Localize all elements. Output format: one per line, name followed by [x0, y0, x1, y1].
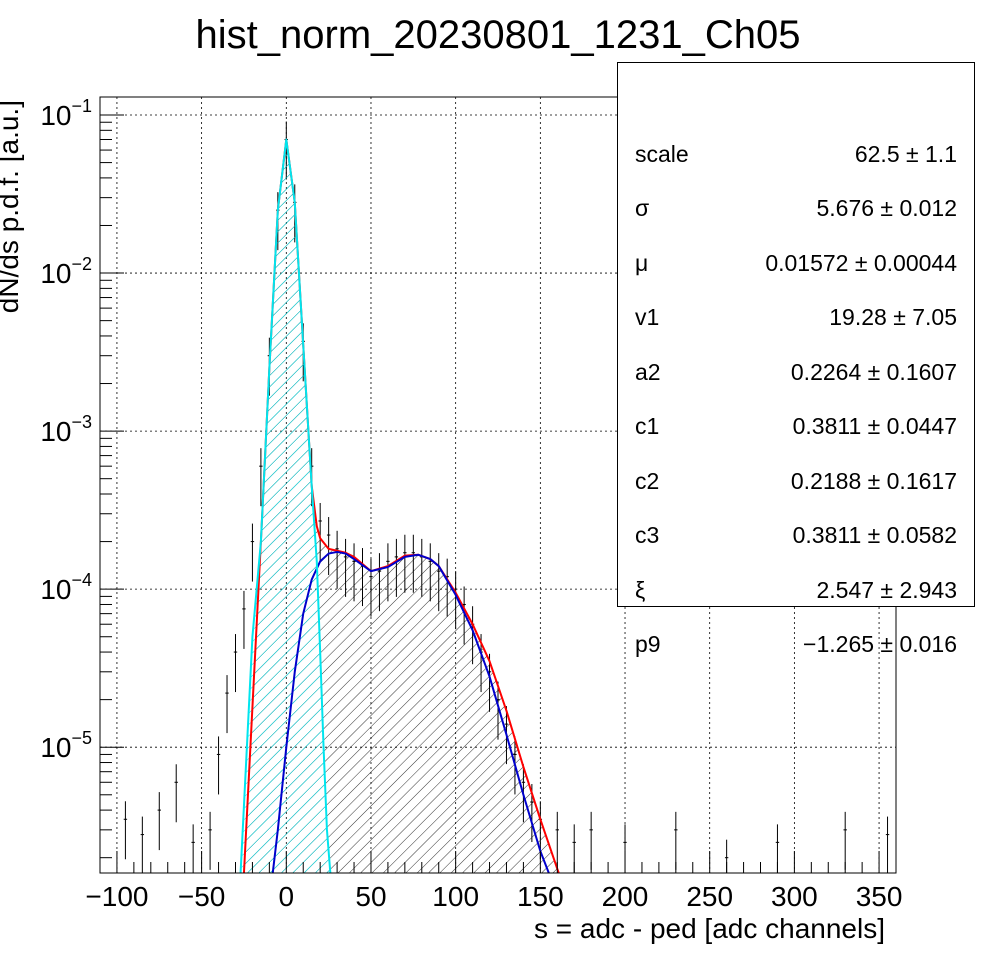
- stat-name: v1: [635, 304, 660, 330]
- fit-curves-layer: [239, 138, 560, 873]
- hatched-fill-layer: [240, 139, 566, 873]
- stat-row-a2: a2 0.2264 ± 0.1607: [618, 352, 974, 392]
- stat-row-scale: scale 62.5 ± 1.1: [618, 134, 974, 174]
- x-tick-label: 100: [432, 881, 479, 912]
- stat-name: a2: [635, 359, 661, 385]
- y-tick-label: 10−3: [40, 412, 92, 447]
- stat-name: p9: [635, 631, 661, 657]
- stat-row-v1: v1 19.28 ± 7.05: [618, 297, 974, 337]
- x-tick-label: 50: [355, 881, 386, 912]
- stat-name: σ: [635, 195, 650, 221]
- x-tick-label: 200: [602, 881, 649, 912]
- chart-title: hist_norm_20230801_1231_Ch05: [196, 13, 801, 57]
- stat-value: 5.676 ± 0.012: [816, 195, 957, 221]
- y-tick-label: 10−2: [40, 254, 92, 289]
- stat-value: 19.28 ± 7.05: [829, 304, 957, 330]
- x-axis-label: s = adc - ped [adc channels]: [534, 913, 885, 944]
- stat-row-p9: p9 −1.265 ± 0.016: [618, 624, 974, 664]
- x-tick-label: 350: [856, 881, 903, 912]
- stat-value: 0.3811 ± 0.0582: [792, 522, 957, 548]
- x-tick-label: −50: [178, 881, 226, 912]
- y-tick-label: 10−1: [40, 96, 92, 131]
- stat-name: c1: [635, 413, 660, 439]
- stat-row-xi: ξ 2.547 ± 2.943: [618, 570, 974, 610]
- total-fit-hatched-area: [243, 139, 566, 873]
- stat-row-c3: c3 0.3811 ± 0.0582: [618, 515, 974, 555]
- x-tick-label: 250: [686, 881, 733, 912]
- stat-value: 0.2188 ± 0.1617: [790, 468, 957, 494]
- stat-row-mu: μ 0.01572 ± 0.00044: [618, 243, 974, 283]
- stat-value: 0.2264 ± 0.1607: [790, 359, 957, 385]
- stat-name: ξ: [635, 577, 646, 603]
- x-tick-label: −100: [85, 881, 148, 912]
- stat-name: μ: [635, 250, 649, 276]
- y-tick-labels: 10−5 10−4 10−3 10−2 10−1: [40, 96, 92, 763]
- y-axis-label: dN/ds p.d.f. [a.u.]: [0, 100, 24, 313]
- stat-name: c3: [635, 522, 660, 548]
- stat-value: 2.547 ± 2.943: [816, 577, 957, 603]
- axis-ticks: [99, 114, 897, 873]
- stat-value: 62.5 ± 1.1: [854, 141, 957, 167]
- fit-statistics-box: scale 62.5 ± 1.1 σ 5.676 ± 0.012 μ 0.015…: [617, 62, 975, 657]
- y-tick-label: 10−5: [40, 728, 92, 763]
- x-tick-label: 300: [771, 881, 818, 912]
- x-tick-label: 150: [517, 881, 564, 912]
- x-tick-label: 0: [279, 881, 295, 912]
- stat-row-sigma: σ 5.676 ± 0.012: [618, 188, 974, 228]
- pedestal-hatched-area: [240, 139, 331, 873]
- stat-name: c2: [635, 468, 660, 494]
- stat-value: 0.3811 ± 0.0447: [792, 413, 957, 439]
- signal-fit-curve: [271, 550, 550, 873]
- stat-name: scale: [635, 141, 689, 167]
- stat-row-c1: c1 0.3811 ± 0.0447: [618, 406, 974, 446]
- x-tick-labels: −100 −50 0 50 100 150 200 250 300 350: [85, 881, 902, 912]
- stat-value: −1.265 ± 0.016: [803, 631, 957, 657]
- stat-row-c2: c2 0.2188 ± 0.1617: [618, 461, 974, 501]
- y-tick-label: 10−4: [40, 570, 92, 605]
- stat-value: 0.01572 ± 0.00044: [765, 250, 957, 276]
- pedestal-fit-curve: [239, 138, 332, 873]
